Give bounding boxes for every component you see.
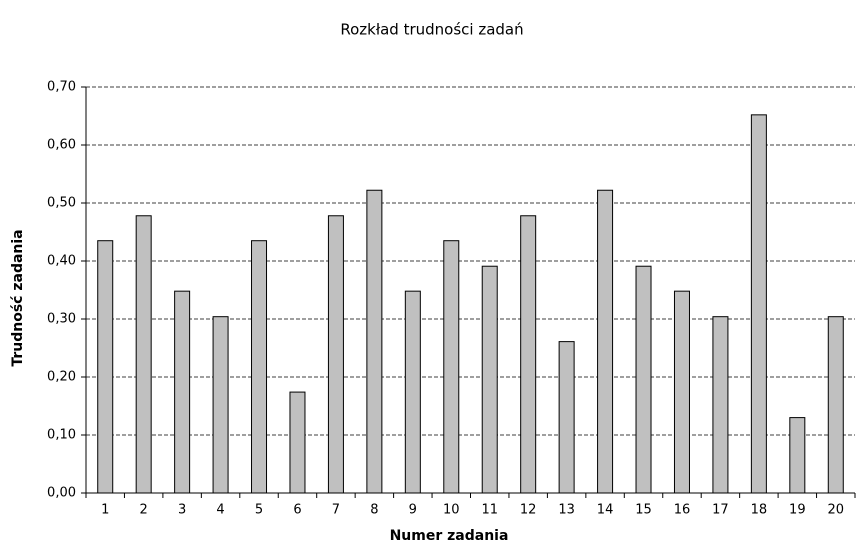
x-tick-label: 6	[293, 503, 301, 518]
bar	[827, 316, 844, 494]
x-tick-label: 9	[409, 503, 417, 518]
x-tick-label: 17	[712, 503, 729, 518]
bar	[712, 316, 729, 494]
bar	[289, 391, 306, 494]
bar	[174, 290, 191, 494]
y-tick-label: 0,20	[47, 370, 76, 385]
x-tick-label: 5	[255, 503, 263, 518]
x-axis-title: Numer zadania	[390, 528, 509, 544]
y-tick-label: 0,60	[47, 138, 76, 153]
bar	[558, 341, 575, 494]
y-tick-label: 0,10	[47, 428, 76, 443]
y-tick-label: 0,50	[47, 196, 76, 211]
x-tick-label: 1	[101, 503, 109, 518]
bar	[635, 265, 652, 494]
bar	[366, 189, 383, 494]
y-axis-title: Trudność zadania	[10, 229, 26, 366]
bar	[327, 215, 344, 494]
x-tick-label: 7	[332, 503, 340, 518]
x-tick-label: 4	[216, 503, 224, 518]
x-tick-label: 3	[178, 503, 186, 518]
x-tick-label: 16	[674, 503, 691, 518]
chart-title: Rozkład trudności zadań	[340, 21, 523, 39]
y-tick-label: 0,70	[47, 80, 76, 95]
x-tick-label: 18	[751, 503, 768, 518]
x-tick-label: 14	[597, 503, 614, 518]
bar	[135, 215, 152, 494]
bar	[481, 265, 498, 494]
y-tick-label: 0,30	[47, 312, 76, 327]
x-tick-label: 15	[635, 503, 652, 518]
x-tick-label: 13	[558, 503, 575, 518]
bar	[443, 240, 460, 494]
y-tick-label: 0,00	[47, 486, 76, 501]
x-tick-label: 19	[789, 503, 806, 518]
bar	[750, 114, 767, 494]
bar	[520, 215, 537, 494]
x-tick-label: 20	[828, 503, 845, 518]
x-tick-label: 2	[140, 503, 148, 518]
x-tick-label: 8	[370, 503, 378, 518]
bar	[97, 240, 114, 494]
x-tick-label: 12	[520, 503, 537, 518]
bar	[404, 290, 421, 494]
bar	[212, 316, 229, 494]
bar	[789, 417, 806, 494]
x-tick-label: 11	[481, 503, 498, 518]
bar	[673, 290, 690, 494]
bar	[251, 240, 268, 494]
bar	[597, 189, 614, 494]
y-tick-label: 0,40	[47, 254, 76, 269]
x-tick-label: 10	[443, 503, 460, 518]
